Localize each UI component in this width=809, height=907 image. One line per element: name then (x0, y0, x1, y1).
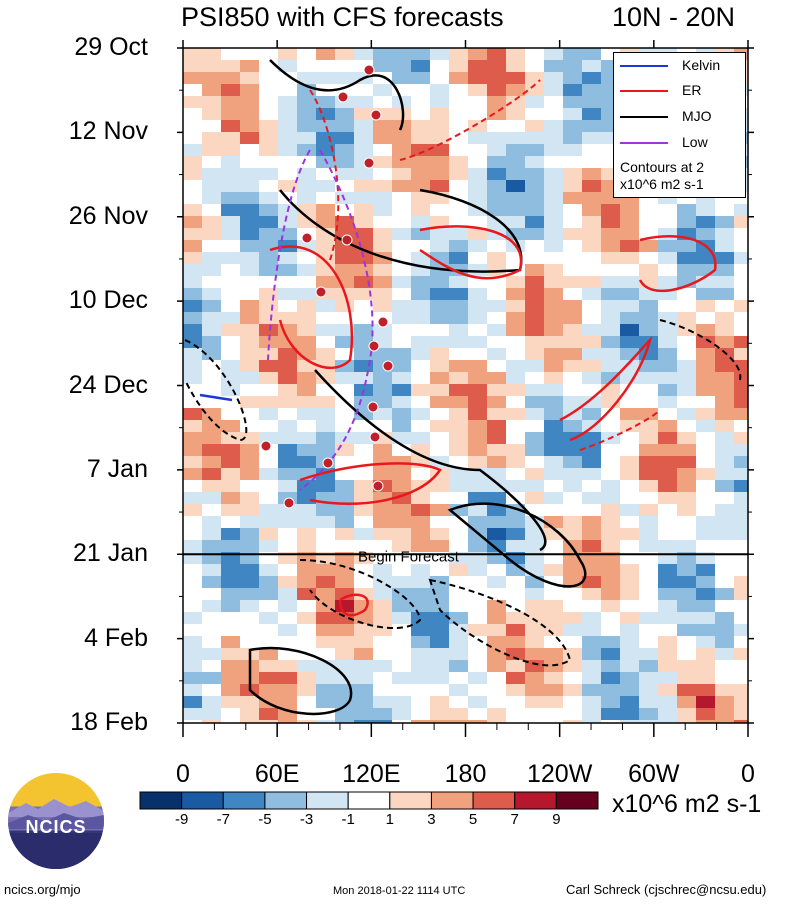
colorbar-swatch (430, 791, 474, 810)
colorbar-swatch (306, 791, 349, 810)
y-tick-label: 12 Nov (68, 117, 148, 146)
storm-marker (377, 316, 389, 328)
y-tick-label: 26 Nov (68, 201, 148, 230)
colorbar-label: 1 (385, 811, 394, 828)
kelvin-contour (199, 393, 233, 402)
y-tick-label: 7 Jan (86, 454, 148, 483)
er-contour-dashed (579, 409, 661, 451)
er-contour-dashed (309, 89, 340, 261)
colorbar-label: -1 (341, 811, 355, 828)
y-tick-label: 21 Jan (72, 539, 148, 568)
colorbar-label: 9 (552, 811, 561, 828)
mjo-contour (279, 188, 523, 273)
colorbar-swatch (264, 791, 308, 810)
mjo-contour (314, 369, 547, 552)
mjo-contour (447, 502, 587, 588)
colorbar-label: 3 (427, 811, 436, 828)
storm-marker (363, 64, 375, 76)
mjo-swatch (620, 116, 668, 118)
storm-marker (367, 401, 379, 413)
colorbar-swatch (222, 791, 266, 810)
colorbar-swatch (347, 791, 391, 810)
er-contour (559, 335, 653, 442)
footer-url[interactable]: ncics.org/mjo (4, 882, 81, 897)
er-contour (269, 245, 354, 370)
mjo-contour-dashed (659, 319, 742, 381)
colorbar-label: -5 (258, 811, 272, 828)
low-swatch (620, 142, 668, 144)
low-track (267, 149, 311, 361)
storm-marker (301, 232, 313, 244)
chart-title: PSI850 with CFS forecasts (181, 2, 504, 32)
x-tick-label: 0 (741, 760, 755, 788)
storm-marker (382, 360, 394, 372)
x-tick-label: 120W (527, 760, 593, 788)
logo-text: NCICS (25, 817, 87, 837)
storm-marker (369, 431, 381, 443)
colorbar-swatch (139, 791, 183, 810)
er-contour (419, 225, 523, 280)
legend: Kelvin ER MJO Low Contours at 2 x10^6 m2… (613, 52, 746, 198)
er-contour (299, 462, 442, 505)
er-contour (638, 235, 717, 293)
x-tick-label: 60W (628, 760, 680, 788)
forecast-label: Begin Forecast (358, 548, 460, 565)
legend-item-mjo: MJO (614, 107, 745, 127)
storm-marker (370, 109, 382, 121)
storm-marker (315, 286, 327, 298)
storm-marker (283, 497, 295, 509)
legend-item-kelvin: Kelvin (614, 56, 745, 76)
legend-label: MJO (682, 108, 712, 124)
colorbar-swatch (555, 791, 599, 810)
legend-label: ER (682, 82, 702, 98)
mjo-contour (248, 646, 353, 716)
x-tick-label: 0 (176, 760, 190, 788)
storm-marker (322, 457, 334, 469)
legend-label: Kelvin (682, 57, 721, 73)
region-label: 10N - 20N (612, 2, 736, 32)
colorbar-label: -9 (174, 811, 189, 828)
mjo-contour-dashed (184, 339, 248, 442)
y-tick-label: 24 Dec (68, 370, 148, 399)
er-contour (338, 593, 369, 617)
footer-author: Carl Schreck (cjschrec@ncsu.edu) (566, 882, 767, 897)
colorbar-label: 5 (468, 811, 478, 828)
mjo-contour (269, 59, 405, 131)
colorbar-label: 7 (510, 811, 519, 828)
mountain-icon (8, 799, 104, 869)
er-contour-dashed (399, 79, 541, 161)
ncics-logo: NCICS (8, 773, 104, 869)
x-tick-label: 120E (342, 760, 401, 788)
kelvin-swatch (620, 65, 668, 67)
mjo-contour-dashed (428, 578, 572, 667)
colorbar-swatch (389, 791, 432, 810)
storm-marker (368, 340, 380, 352)
y-tick-label: 4 Feb (84, 623, 148, 652)
storm-marker (337, 91, 349, 103)
y-tick-label: 10 Dec (68, 286, 148, 315)
legend-item-er: ER (614, 81, 745, 101)
legend-item-low: Low (614, 133, 745, 153)
storm-marker (363, 157, 375, 169)
x-tick-label: 180 (444, 760, 487, 788)
mjo-contour-dashed (299, 559, 422, 629)
storm-marker (372, 480, 384, 492)
contour-note: Contours at 2 x10^6 m2 s-1 (620, 159, 705, 192)
storm-marker (260, 440, 272, 452)
colorbar-swatch (514, 791, 557, 810)
x-tick-label: 60E (254, 760, 300, 788)
er-swatch (620, 90, 668, 92)
low-track (299, 149, 374, 491)
storm-marker (341, 234, 353, 246)
y-tick-label: 29 Oct (74, 33, 148, 61)
colorbar-swatch (472, 791, 516, 810)
colorbar-units: x10^6 m2 s-1 (612, 790, 762, 818)
y-tick-label: 18 Feb (70, 708, 148, 736)
colorbar-label: -7 (216, 811, 230, 828)
colorbar-swatch (181, 791, 224, 810)
colorbar-label: -3 (299, 811, 314, 828)
footer-timestamp: Mon 2018-01-22 1114 UTC (333, 885, 466, 897)
legend-label: Low (682, 134, 708, 150)
